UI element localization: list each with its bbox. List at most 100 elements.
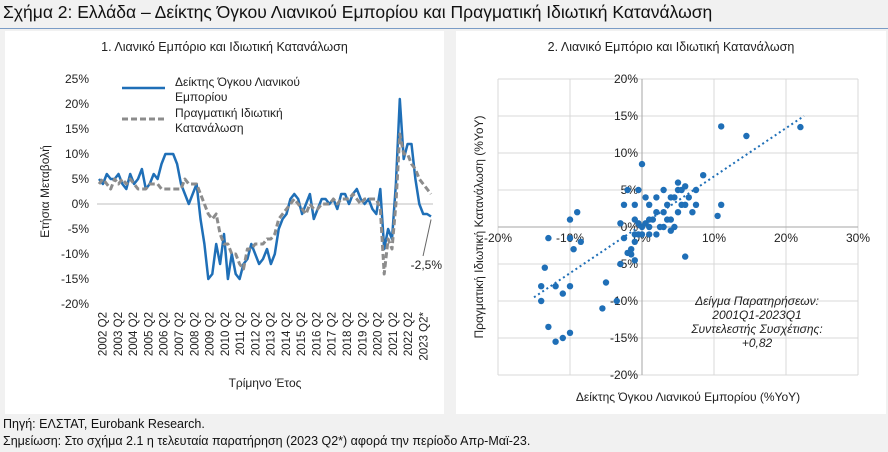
scatter-point	[664, 216, 671, 223]
x-axis-title: Δείκτης Όγκου Λιανικού Εμπορίου (%YoY)	[576, 390, 800, 404]
line-chart-title: 1. Λιανικό Εμπόριο και Ιδιωτική Κατανάλω…	[101, 40, 348, 54]
x-tick-label: 2020 Q2	[373, 312, 385, 356]
scatter-point	[682, 253, 689, 260]
scatter-point	[664, 201, 671, 208]
scatter-point	[671, 194, 678, 201]
y-tick-label: 15%	[65, 122, 89, 136]
x-tick-label: 2007 Q2	[174, 312, 186, 356]
x-tick-label: 10%	[702, 231, 726, 245]
scatter-point	[700, 172, 707, 179]
annotation-label: -2,5%	[411, 258, 443, 272]
scatter-point	[743, 132, 750, 140]
retail-series-line	[98, 97, 432, 281]
scatter-point	[685, 194, 692, 201]
scatter-point	[599, 305, 606, 312]
x-tick-label: 2017 Q2	[327, 312, 339, 356]
scatter-point	[718, 123, 725, 130]
scatter-point	[635, 220, 642, 227]
scatter-chart-title: 2. Λιανικό Εμπόριο και Ιδιωτική Κατανάλω…	[547, 40, 795, 54]
x-tick-label: 2021 Q2	[388, 312, 400, 356]
figure-title: Σχήμα 2: Ελλάδα – Δείκτης Όγκου Λιανικού…	[3, 2, 713, 22]
scatter-point	[570, 246, 577, 253]
y-tick-label: 10%	[65, 147, 89, 161]
line-chart-panel: 1. Λιανικό Εμπόριο και Ιδιωτική Κατανάλω…	[5, 31, 444, 414]
y-tick-label: 20%	[65, 97, 89, 111]
stats-annotation-line: Δείγμα Παρατηρήσεων:	[694, 294, 819, 308]
y-tick-label: 10%	[614, 146, 638, 160]
scatter-point	[660, 186, 667, 194]
x-tick-label: 30%	[846, 231, 870, 245]
x-tick-label: 2018 Q2	[342, 312, 354, 356]
x-tick-label: 2011 Q2	[235, 312, 247, 355]
x-tick-label: 2014 Q2	[281, 312, 293, 356]
x-tick-label: -20%	[484, 231, 512, 245]
scatter-point	[624, 186, 631, 194]
scatter-point	[538, 283, 545, 290]
scatter-point	[566, 234, 574, 242]
scatter-point	[646, 223, 653, 231]
scatter-point	[617, 220, 624, 227]
x-tick-label: 2019 Q2	[357, 312, 369, 356]
scatter-point	[552, 283, 559, 290]
scatter-point	[682, 201, 689, 208]
scatter-point	[656, 223, 664, 231]
scatter-point	[674, 179, 682, 186]
source-text: Πηγή: ΕΛΣΤΑΤ, Eurobank Research.	[3, 417, 205, 431]
scatter-point	[642, 194, 649, 201]
scatter-point	[559, 290, 566, 297]
scatter-point	[617, 260, 624, 268]
scatter-point	[577, 238, 584, 245]
x-tick-label: 2005 Q2	[143, 312, 155, 356]
y-tick-label: -20%	[61, 297, 89, 311]
y-tick-label: -15%	[610, 331, 638, 345]
x-tick-label: 2003 Q2	[113, 312, 125, 356]
y-tick-label: 5%	[72, 172, 90, 186]
annotation-leader-line	[422, 219, 432, 257]
y-tick-label: -15%	[61, 272, 89, 286]
y-tick-label: 15%	[614, 109, 638, 123]
scatter-point	[631, 201, 638, 208]
scatter-point	[667, 227, 674, 234]
scatter-point	[653, 194, 660, 201]
scatter-point	[646, 231, 653, 238]
note-text: Σημείωση: Στο σχήμα 2.1 η τελευταία παρα…	[3, 434, 531, 448]
scatter-point	[674, 209, 682, 216]
consumption-series-line	[97, 132, 433, 276]
x-tick-label: 2009 Q2	[205, 312, 217, 356]
scatter-point	[638, 231, 646, 238]
scatter-point	[620, 201, 628, 208]
y-axis-title: Ετήσια Μεταβολή	[38, 145, 52, 238]
stats-annotation-line: Συντελεστής Συσχέτισης:	[690, 322, 822, 336]
scatter-point	[682, 183, 689, 190]
scatter-point	[653, 209, 660, 216]
scatter-point	[602, 279, 610, 286]
scatter-point	[541, 264, 548, 271]
title-divider	[0, 28, 888, 29]
stats-annotation-line: 2001Q1-2023Q1	[711, 308, 801, 322]
scatter-point	[718, 201, 725, 208]
scatter-point	[631, 257, 638, 264]
x-tick-label: 2023 Q2*	[418, 311, 430, 360]
y-tick-label: 0%	[72, 197, 90, 211]
scatter-point	[545, 323, 552, 331]
scatter-point	[566, 283, 574, 290]
scatter-point	[559, 334, 566, 342]
scatter-point	[714, 212, 721, 220]
scatter-point	[638, 160, 646, 168]
legend-label: Κατανάλωση	[175, 121, 244, 135]
y-tick-label: 20%	[614, 72, 638, 86]
x-tick-label: 2010 Q2	[220, 312, 232, 356]
scatter-point	[574, 209, 581, 216]
scatter-point	[538, 297, 545, 305]
scatter-point	[797, 123, 804, 131]
scatter-point	[620, 234, 628, 242]
scatter-point	[653, 231, 660, 238]
line-chart-svg: 25%20%15%10%5%0%-5%-10%-15%-20%2002 Q2 20…	[38, 72, 443, 390]
y-tick-label: -10%	[610, 294, 638, 308]
trendline	[533, 115, 805, 299]
x-tick-label: 2016 Q2	[311, 312, 323, 356]
y-tick-label: -5%	[68, 222, 90, 236]
scatter-point	[689, 209, 696, 216]
legend-label: Δείκτης Όγκου Λιανικού	[175, 75, 300, 89]
x-tick-label: 2008 Q2	[189, 312, 201, 356]
